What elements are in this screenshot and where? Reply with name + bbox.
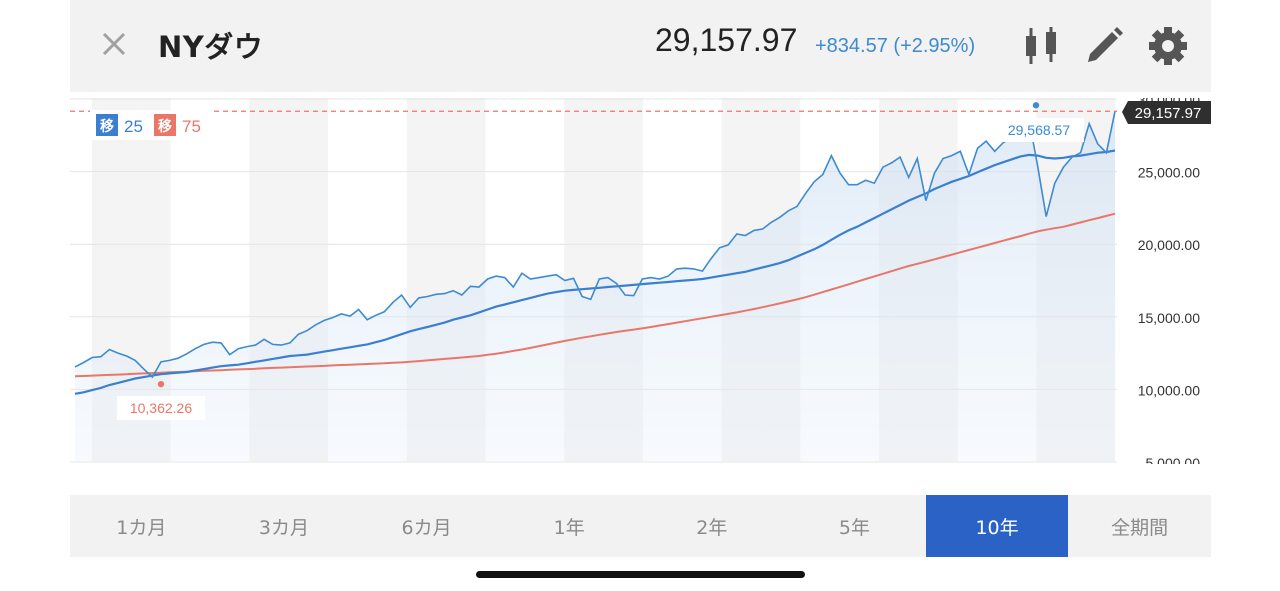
legend-badge-ma75-text: 移 xyxy=(158,118,172,135)
current-price: 29,157.97 xyxy=(655,22,798,58)
tab-period-7[interactable]: 全期間 xyxy=(1111,516,1169,539)
close-icon[interactable] xyxy=(98,28,130,60)
price-chart: 30,000.0025,000.0020,000.0015,000.0010,0… xyxy=(70,98,1211,464)
gear-icon[interactable] xyxy=(1148,26,1188,66)
tab-period-4[interactable]: 2年 xyxy=(696,516,728,539)
legend: 移 25 移 75 xyxy=(90,110,210,140)
current-value-tag: 29,157.97 xyxy=(1122,101,1211,124)
page-title: NYダウ xyxy=(158,30,264,64)
legend-badge-ma75 xyxy=(154,114,176,136)
period-tabs: 1カ月 3カ月 6カ月 1年 2年 5年 10年 全期間 xyxy=(70,495,1211,557)
y-tick-label: 20,000.00 xyxy=(1138,237,1200,253)
tab-period-3[interactable]: 1年 xyxy=(553,516,585,539)
y-tick-label: 15,000.00 xyxy=(1138,310,1200,326)
candlestick-icon[interactable] xyxy=(1022,26,1062,66)
legend-ma75-label: 75 xyxy=(182,117,201,136)
price-line xyxy=(74,111,1116,379)
tab-period-1[interactable]: 3カ月 xyxy=(258,516,309,539)
legend-badge-ma25-text: 移 xyxy=(100,118,114,135)
y-tick-label: 10,000.00 xyxy=(1138,382,1200,398)
high-marker xyxy=(1032,102,1040,109)
price-area xyxy=(75,111,1115,462)
header-bar: NYダウ 29,157.97 +834.57 (+2.95%) xyxy=(70,0,1211,92)
y-tick-label: 5,000.00 xyxy=(1146,455,1201,464)
legend-ma25-label: 25 xyxy=(124,117,143,136)
home-indicator xyxy=(476,571,805,578)
low-label: 10,362.26 xyxy=(130,400,192,416)
tab-period-0[interactable]: 1カ月 xyxy=(116,516,167,539)
high-label-bg xyxy=(994,118,1084,142)
tab-period-5[interactable]: 5年 xyxy=(838,516,870,539)
chart-panel: NYダウ 29,157.97 +834.57 (+2.95%) xyxy=(70,0,1211,591)
high-label: 29,568.57 xyxy=(1008,122,1070,138)
ma75-line xyxy=(74,212,1116,378)
y-tick-label: 25,000.00 xyxy=(1138,165,1200,181)
tab-period-2[interactable]: 6カ月 xyxy=(401,516,452,539)
pencil-icon[interactable] xyxy=(1084,26,1124,66)
tab-period-6[interactable]: 10年 xyxy=(925,495,1069,557)
low-label-bg xyxy=(117,396,205,420)
legend-badge-ma25 xyxy=(96,114,118,136)
current-value-label: 29,157.97 xyxy=(1135,105,1202,122)
low-marker xyxy=(157,380,165,388)
price-change: +834.57 (+2.95%) xyxy=(815,35,976,57)
